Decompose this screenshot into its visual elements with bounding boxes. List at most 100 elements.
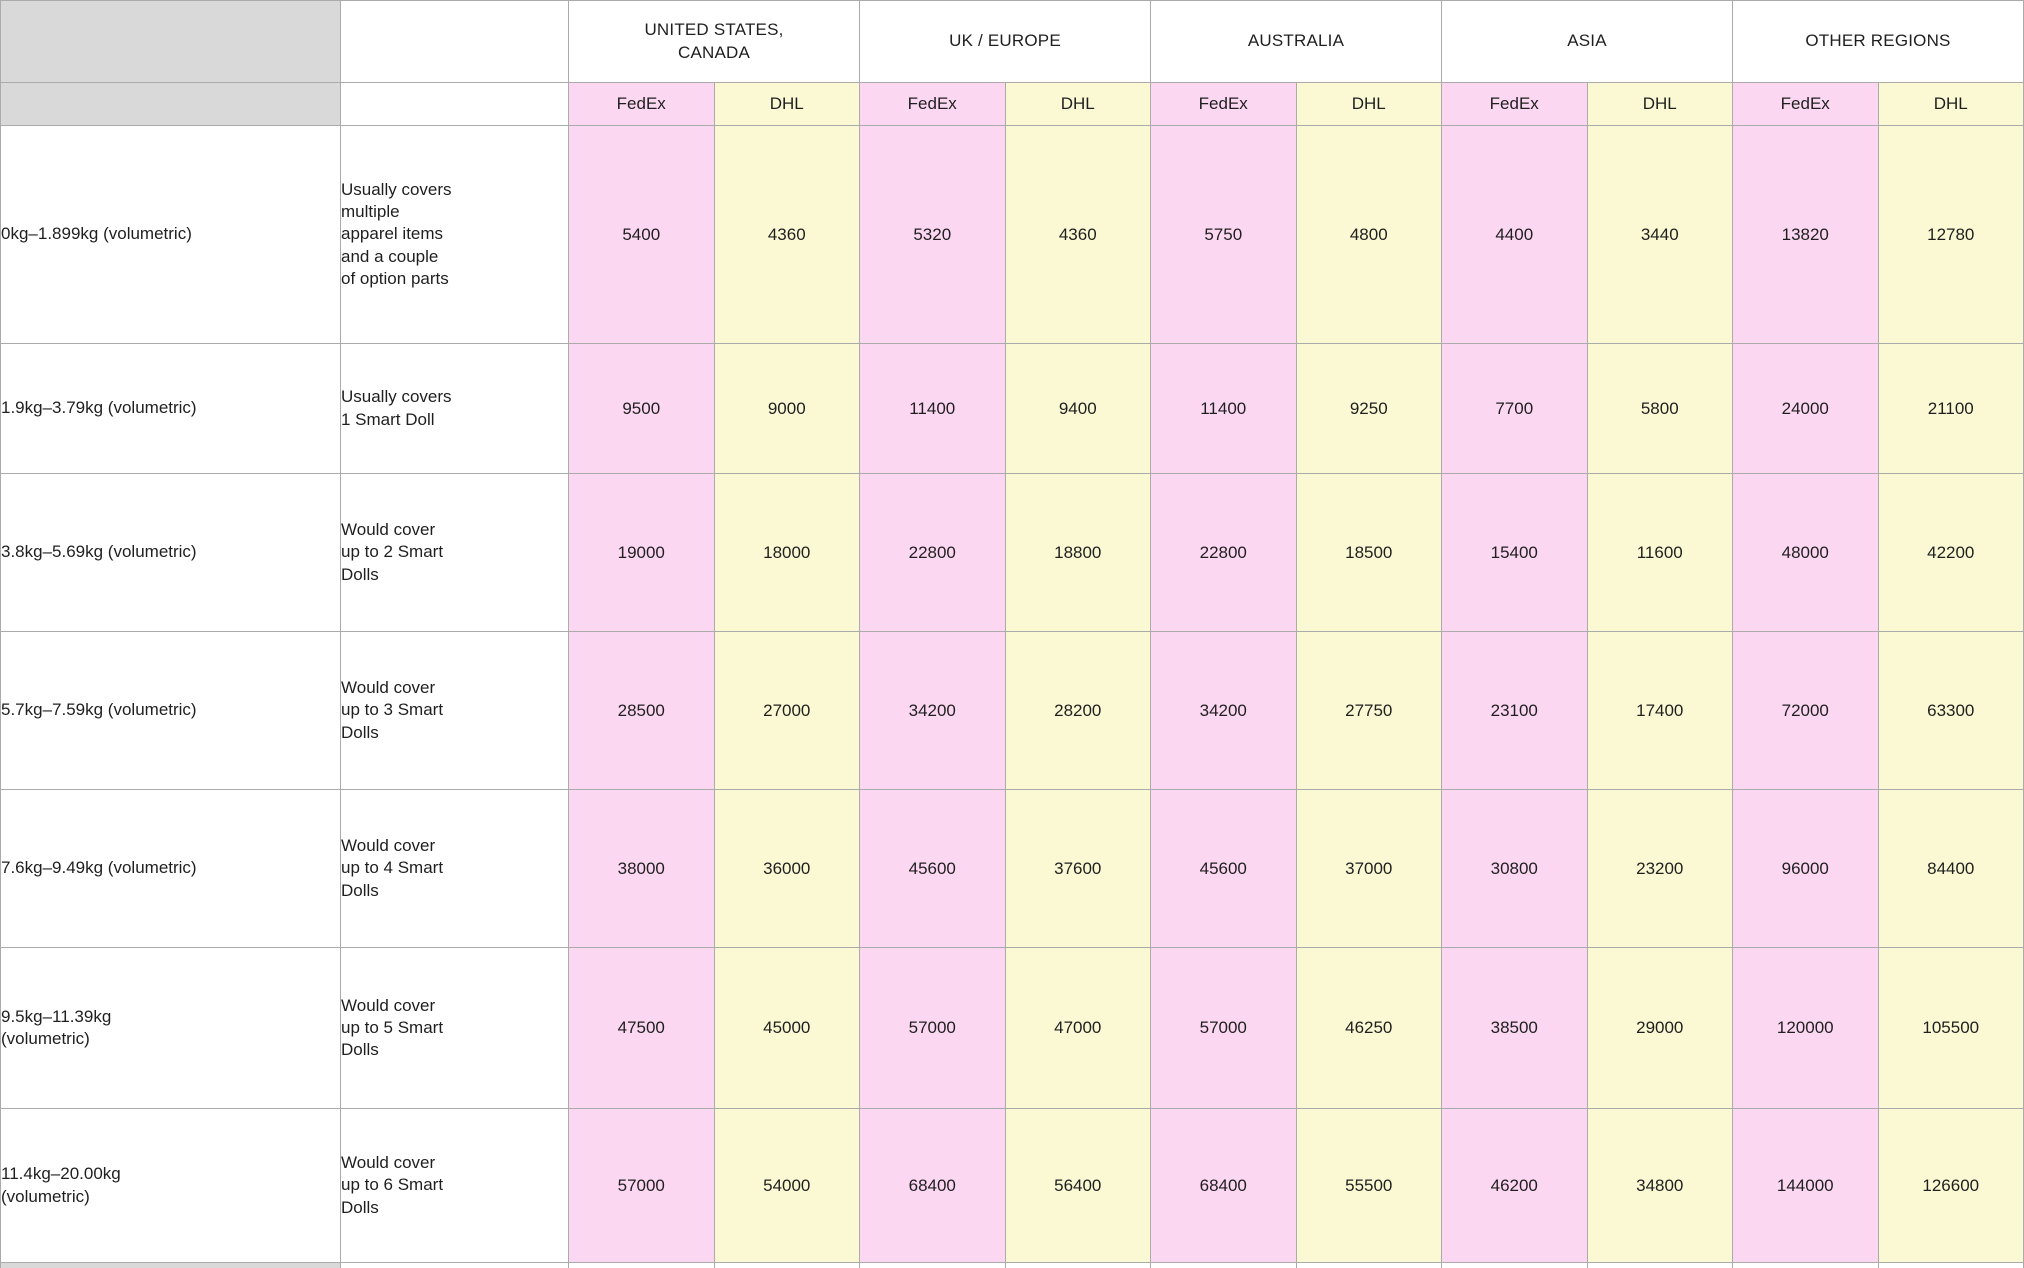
region-header-us-canada: UNITED STATES, CANADA — [568, 0, 860, 83]
dhl-rate-cell: 9400 — [1004, 343, 1151, 474]
fedex-rate-cell: 34200 — [1150, 631, 1297, 790]
corner-cell-weight — [0, 0, 341, 83]
clipped-cell — [713, 1262, 860, 1268]
carrier-header-dhl: DHL — [713, 82, 860, 126]
fedex-rate-cell: 57000 — [1150, 947, 1297, 1109]
table-row: 1.9kg–3.79kg (volumetric) Usually covers … — [0, 343, 2024, 474]
clipped-cell — [859, 1262, 1006, 1268]
dhl-rate-cell: 42200 — [1877, 473, 2024, 632]
table-row: 9.5kg–11.39kg (volumetric) Would cover up… — [0, 947, 2024, 1109]
dhl-rate-cell: 9250 — [1295, 343, 1442, 474]
table-header: UNITED STATES, CANADA UK / EUROPE AUSTRA… — [0, 0, 2024, 126]
dhl-rate-cell: 63300 — [1877, 631, 2024, 790]
clipped-cell — [1295, 1262, 1442, 1268]
clipped-cell — [1441, 1262, 1588, 1268]
region-header-row: UNITED STATES, CANADA UK / EUROPE AUSTRA… — [0, 0, 2024, 83]
fedex-rate-cell: 24000 — [1732, 343, 1879, 474]
dhl-rate-cell: 45000 — [713, 947, 860, 1109]
dhl-rate-cell: 23200 — [1586, 789, 1733, 948]
fedex-rate-cell: 120000 — [1732, 947, 1879, 1109]
fedex-rate-cell: 23100 — [1441, 631, 1588, 790]
fedex-rate-cell: 11400 — [1150, 343, 1297, 474]
fedex-rate-cell: 144000 — [1732, 1108, 1879, 1263]
weight-range-cell: 9.5kg–11.39kg (volumetric) — [0, 947, 341, 1109]
fedex-rate-cell: 96000 — [1732, 789, 1879, 948]
dhl-rate-cell: 9000 — [713, 343, 860, 474]
fedex-rate-cell: 5750 — [1150, 125, 1297, 344]
dhl-rate-cell: 126600 — [1877, 1108, 2024, 1263]
description-cell: Usually covers 1 Smart Doll — [340, 343, 569, 474]
clipped-cell — [1877, 1262, 2024, 1268]
fedex-rate-cell: 22800 — [1150, 473, 1297, 632]
carrier-header-dhl: DHL — [1586, 82, 1733, 126]
dhl-rate-cell: 4360 — [1004, 125, 1151, 344]
dhl-rate-cell: 4800 — [1295, 125, 1442, 344]
table-row: 0kg–1.899kg (volumetric) Usually covers m… — [0, 125, 2024, 344]
dhl-rate-cell: 27750 — [1295, 631, 1442, 790]
rate-table-body: 0kg–1.899kg (volumetric) Usually covers m… — [0, 125, 2024, 1263]
fedex-rate-cell: 48000 — [1732, 473, 1879, 632]
clipped-next-row — [0, 1262, 2024, 1268]
dhl-rate-cell: 36000 — [713, 789, 860, 948]
description-cell: Usually covers multiple apparel items an… — [340, 125, 569, 344]
description-cell: Would cover up to 3 Smart Dolls — [340, 631, 569, 790]
dhl-rate-cell: 47000 — [1004, 947, 1151, 1109]
region-header-asia: ASIA — [1441, 0, 1733, 83]
weight-range-cell: 5.7kg–7.59kg (volumetric) — [0, 631, 341, 790]
weight-range-cell: 3.8kg–5.69kg (volumetric) — [0, 473, 341, 632]
dhl-rate-cell: 27000 — [713, 631, 860, 790]
corner-cell-weight-2 — [0, 82, 341, 126]
dhl-rate-cell: 34800 — [1586, 1108, 1733, 1263]
fedex-rate-cell: 68400 — [1150, 1108, 1297, 1263]
fedex-rate-cell: 68400 — [859, 1108, 1006, 1263]
carrier-header-fedex: FedEx — [1150, 82, 1297, 126]
table-row: 3.8kg–5.69kg (volumetric) Would cover up … — [0, 473, 2024, 632]
fedex-rate-cell: 57000 — [568, 1108, 715, 1263]
fedex-rate-cell: 4400 — [1441, 125, 1588, 344]
clipped-cell — [568, 1262, 715, 1268]
fedex-rate-cell: 34200 — [859, 631, 1006, 790]
table-row: 7.6kg–9.49kg (volumetric) Would cover up … — [0, 789, 2024, 948]
dhl-rate-cell: 18800 — [1004, 473, 1151, 632]
description-cell: Would cover up to 5 Smart Dolls — [340, 947, 569, 1109]
fedex-rate-cell: 15400 — [1441, 473, 1588, 632]
fedex-rate-cell: 47500 — [568, 947, 715, 1109]
dhl-rate-cell: 12780 — [1877, 125, 2024, 344]
clipped-cell — [1004, 1262, 1151, 1268]
clipped-cell — [1586, 1262, 1733, 1268]
fedex-rate-cell: 9500 — [568, 343, 715, 474]
weight-range-cell: 11.4kg–20.00kg (volumetric) — [0, 1108, 341, 1263]
carrier-header-row: FedEx DHL FedEx DHL FedEx DHL FedEx DHL … — [0, 82, 2024, 126]
region-header-australia: AUSTRALIA — [1150, 0, 1442, 83]
fedex-rate-cell: 22800 — [859, 473, 1006, 632]
carrier-header-fedex: FedEx — [568, 82, 715, 126]
dhl-rate-cell: 3440 — [1586, 125, 1733, 344]
dhl-rate-cell: 5800 — [1586, 343, 1733, 474]
fedex-rate-cell: 45600 — [859, 789, 1006, 948]
fedex-rate-cell: 46200 — [1441, 1108, 1588, 1263]
weight-range-cell: 0kg–1.899kg (volumetric) — [0, 125, 341, 344]
fedex-rate-cell: 57000 — [859, 947, 1006, 1109]
dhl-rate-cell: 55500 — [1295, 1108, 1442, 1263]
carrier-header-dhl: DHL — [1295, 82, 1442, 126]
fedex-rate-cell: 19000 — [568, 473, 715, 632]
fedex-rate-cell: 11400 — [859, 343, 1006, 474]
dhl-rate-cell: 4360 — [713, 125, 860, 344]
dhl-rate-cell: 21100 — [1877, 343, 2024, 474]
fedex-rate-cell: 45600 — [1150, 789, 1297, 948]
carrier-header-dhl: DHL — [1004, 82, 1151, 126]
corner-cell-description — [340, 0, 569, 83]
fedex-rate-cell: 5400 — [568, 125, 715, 344]
description-cell: Would cover up to 4 Smart Dolls — [340, 789, 569, 948]
dhl-rate-cell: 17400 — [1586, 631, 1733, 790]
table-row: 11.4kg–20.00kg (volumetric) Would cover u… — [0, 1108, 2024, 1263]
fedex-rate-cell: 7700 — [1441, 343, 1588, 474]
region-header-uk-europe: UK / EUROPE — [859, 0, 1151, 83]
dhl-rate-cell: 84400 — [1877, 789, 2024, 948]
weight-range-cell: 7.6kg–9.49kg (volumetric) — [0, 789, 341, 948]
corner-cell-description-2 — [340, 82, 569, 126]
clipped-cell — [340, 1262, 569, 1268]
weight-range-cell: 1.9kg–3.79kg (volumetric) — [0, 343, 341, 474]
